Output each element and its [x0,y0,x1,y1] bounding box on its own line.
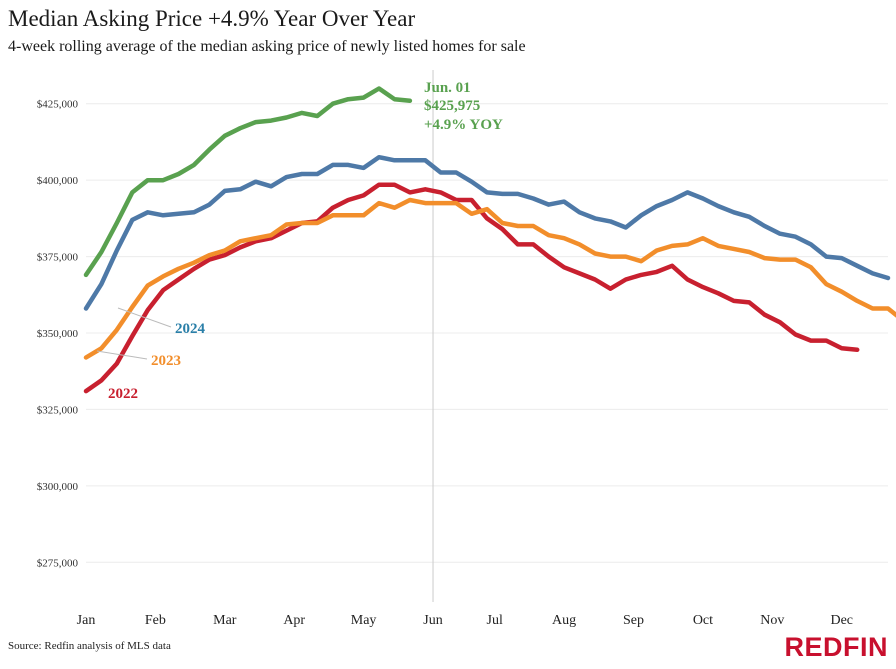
x-tick-label: Apr [283,613,305,628]
annotation-value: $425,975 [424,98,480,114]
annotation-date: Jun. 01 [424,80,471,96]
x-tick-label: Sep [623,613,644,628]
x-tick-label: Jan [77,613,96,628]
y-tick-label: $425,000 [37,99,79,111]
x-tick-label: Dec [830,613,853,628]
x-tick-label: Feb [145,613,166,628]
series-label-2024: 2024 [175,321,206,337]
redfin-logo: REDFIN [784,632,888,662]
series-line-2024 [83,154,891,311]
y-tick-label: $275,000 [37,557,79,569]
y-tick-label: $400,000 [37,175,79,187]
series-label-2023: 2023 [151,353,181,369]
chart-subtitle: 4-week rolling average of the median ask… [8,38,526,55]
y-axis-ticks: $275,000 $300,000 $325,000 $350,000 $375,000… [37,99,79,570]
series-label-2022: 2022 [108,386,138,402]
y-tick-label: $375,000 [37,252,79,264]
x-tick-label: Mar [213,613,237,628]
x-tick-label: Oct [693,613,713,628]
x-tick-label: Aug [552,613,576,628]
x-tick-label: Jul [487,613,503,628]
series-line-2022 [83,182,860,394]
label-leader-2023 [96,350,148,360]
annotation-change: +4.9% YOY [424,117,503,133]
x-tick-label: May [351,613,377,628]
annotation: Jun. 01 $425,975 +4.9% YOY [424,80,503,133]
series-line-2023 [83,197,896,360]
label-leader-2024 [117,307,172,328]
series-line-2025 [83,86,413,278]
x-tick-label: Jun [423,613,442,628]
y-tick-label: $350,000 [37,328,79,340]
x-axis-ticks: Jan Feb Mar Apr May Jun Jul Aug Sep Oct Nov Dec [77,613,853,628]
y-tick-label: $325,000 [37,404,79,416]
y-tick-label: $300,000 [37,481,79,493]
series-layer [83,86,896,394]
x-tick-label: Nov [760,613,784,628]
series-labels: 2024 2023 2022 [96,307,206,402]
chart-title: Median Asking Price +4.9% Year Over Year [8,6,416,31]
source-note: Source: Redfin analysis of MLS data [8,640,171,652]
